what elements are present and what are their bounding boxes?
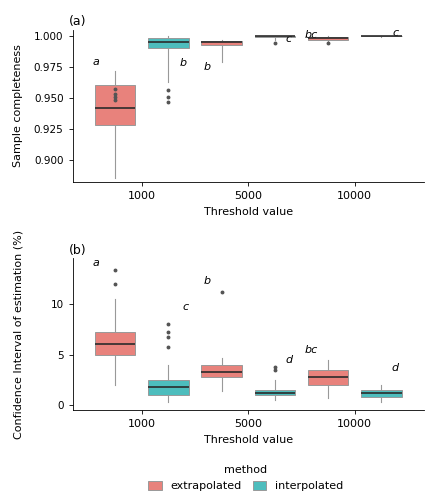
FancyBboxPatch shape [254, 36, 294, 37]
Text: (a): (a) [69, 15, 86, 28]
X-axis label: Threshold value: Threshold value [203, 206, 292, 216]
Text: a: a [92, 57, 99, 67]
FancyBboxPatch shape [360, 390, 401, 397]
Text: c: c [391, 28, 397, 38]
Y-axis label: Sample completeness: Sample completeness [14, 44, 23, 168]
Text: c: c [182, 302, 188, 312]
Text: (b): (b) [69, 244, 87, 256]
Text: bc: bc [304, 30, 317, 40]
FancyBboxPatch shape [95, 332, 135, 354]
FancyBboxPatch shape [148, 38, 188, 48]
Text: bc: bc [304, 344, 317, 354]
Text: c: c [285, 34, 291, 44]
FancyBboxPatch shape [307, 370, 348, 385]
Text: b: b [203, 276, 210, 285]
FancyBboxPatch shape [148, 380, 188, 395]
X-axis label: Threshold value: Threshold value [203, 435, 292, 445]
FancyBboxPatch shape [307, 37, 348, 40]
Text: a: a [92, 258, 99, 268]
Text: d: d [285, 354, 292, 364]
FancyBboxPatch shape [254, 390, 294, 395]
FancyBboxPatch shape [201, 41, 241, 44]
FancyBboxPatch shape [201, 364, 241, 377]
FancyBboxPatch shape [95, 86, 135, 125]
Y-axis label: Confidence Interval of estimation (%): Confidence Interval of estimation (%) [14, 230, 23, 439]
Text: b: b [180, 58, 187, 68]
Text: b: b [203, 62, 210, 72]
Legend: extrapolated, interpolated: extrapolated, interpolated [145, 462, 346, 494]
Text: d: d [391, 363, 398, 373]
